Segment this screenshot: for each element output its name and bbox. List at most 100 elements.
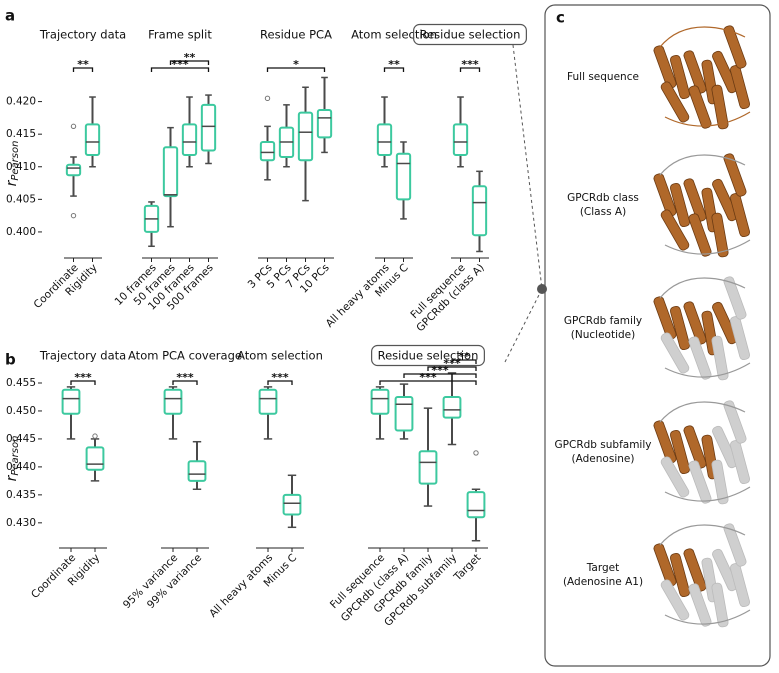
- significance-bracket: [403, 373, 477, 378]
- helix: [669, 54, 691, 100]
- x-tick-label: Target: [451, 552, 483, 584]
- helix: [669, 182, 691, 228]
- loop: [659, 401, 751, 502]
- flier: [264, 95, 271, 102]
- significance-label: ***: [74, 371, 92, 384]
- group-title: Trajectory data: [39, 349, 126, 363]
- protein-structure: [653, 153, 751, 258]
- helix: [711, 212, 729, 258]
- flier: [70, 123, 77, 130]
- box: [187, 460, 207, 482]
- connector-dot: [537, 284, 547, 294]
- structure-label: Target: [586, 562, 619, 574]
- loop: [659, 26, 751, 127]
- helix: [711, 84, 729, 130]
- helix: [712, 425, 738, 469]
- structure-label: (Class A): [580, 206, 626, 218]
- significance-label: **: [458, 350, 470, 363]
- helix: [669, 552, 691, 598]
- helix: [729, 562, 751, 608]
- box: [297, 111, 314, 162]
- significance-bracket: [267, 380, 293, 385]
- box: [259, 140, 276, 162]
- helix: [660, 579, 690, 621]
- flier: [70, 212, 77, 219]
- title-highlight: [371, 344, 485, 367]
- significance-label: ***: [176, 371, 194, 384]
- y-tick-label: 0.440: [6, 461, 36, 473]
- box: [418, 450, 438, 485]
- significance-label: *: [293, 58, 299, 71]
- helix: [711, 335, 729, 381]
- group-title: Residue selection: [378, 349, 479, 363]
- significance-bracket: [266, 67, 326, 72]
- box: [370, 388, 390, 415]
- box: [65, 163, 82, 177]
- protein-structure: [653, 276, 751, 381]
- significance-label: **: [184, 51, 196, 64]
- significance-bracket: [379, 380, 477, 385]
- protein-structure: [653, 25, 751, 130]
- significance-bracket: [451, 359, 477, 364]
- significance-bracket: [70, 380, 96, 385]
- box: [163, 388, 183, 415]
- structure-label: GPCRdb subfamily: [555, 439, 652, 451]
- helix: [712, 548, 738, 592]
- box: [442, 395, 462, 419]
- loop: [659, 154, 751, 255]
- y-axis-label-sub: Pearson: [10, 436, 21, 476]
- helix: [683, 301, 707, 345]
- helix: [660, 209, 690, 251]
- box: [162, 146, 179, 198]
- y-axis-label: rPearson: [4, 141, 21, 187]
- box: [376, 123, 393, 157]
- y-tick-label: 0.405: [6, 193, 36, 205]
- panel-label: a: [5, 7, 15, 25]
- group-title: Frame split: [148, 28, 212, 42]
- structure-label: GPCRdb class: [567, 192, 639, 204]
- y-tick-label: 0.400: [6, 226, 36, 238]
- helix: [688, 460, 712, 504]
- group-title: Atom selection: [237, 349, 323, 363]
- box: [85, 446, 105, 471]
- helix: [723, 523, 747, 567]
- significance-bracket: [172, 380, 198, 385]
- box: [84, 123, 101, 157]
- significance-label: ***: [271, 371, 289, 384]
- loop: [659, 524, 751, 625]
- box: [471, 185, 488, 237]
- y-tick-label: 0.445: [6, 433, 36, 445]
- protein-structure: [653, 400, 751, 505]
- structure-label: GPCRdb family: [564, 315, 642, 327]
- y-tick-label: 0.415: [6, 128, 36, 140]
- group-title: Residue selection: [420, 28, 521, 42]
- protein-structure: [653, 523, 751, 628]
- panel-label: c: [556, 9, 565, 27]
- structure-label: Full sequence: [567, 71, 639, 83]
- y-tick-label: 0.410: [6, 161, 36, 173]
- significance-bracket: [72, 67, 94, 72]
- box: [181, 123, 198, 157]
- y-tick-label: 0.450: [6, 405, 36, 417]
- title-highlight: [413, 23, 527, 46]
- helix: [729, 315, 751, 361]
- box: [452, 123, 469, 157]
- helix: [723, 276, 747, 320]
- helix: [723, 25, 747, 69]
- flier: [473, 450, 479, 456]
- group-title: Residue PCA: [260, 28, 332, 42]
- structure-label: (Adenosine): [572, 453, 635, 465]
- box: [466, 491, 486, 519]
- helix: [712, 50, 738, 94]
- helix: [729, 439, 751, 485]
- box: [395, 152, 412, 201]
- box: [282, 493, 302, 516]
- helix: [729, 64, 751, 110]
- significance-bracket: [427, 366, 477, 371]
- connector: [504, 288, 543, 363]
- y-tick-label: 0.430: [6, 517, 36, 529]
- significance-bracket: [459, 67, 481, 72]
- panel-c-frame: [544, 4, 771, 667]
- box: [394, 395, 414, 432]
